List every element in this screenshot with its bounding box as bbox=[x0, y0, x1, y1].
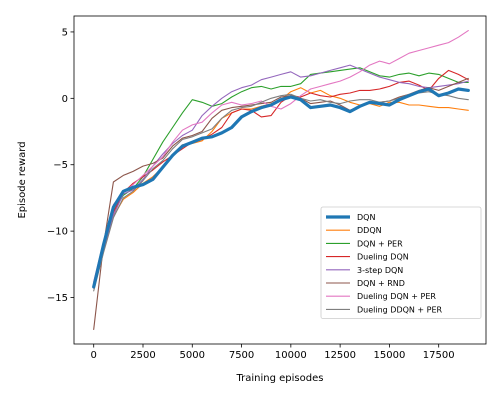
x-tick-label: 0 bbox=[91, 350, 97, 361]
axes-frame bbox=[73, 15, 487, 345]
x-tick-label: 2500 bbox=[130, 350, 155, 361]
y-axis-label: Episode reward bbox=[17, 141, 28, 218]
x-tick-label: 15000 bbox=[374, 350, 406, 361]
legend-label: Dueling DQN + PER bbox=[357, 292, 436, 301]
series-layer bbox=[92, 30, 470, 330]
x-axis-label: Training episodes bbox=[236, 373, 324, 384]
legend-box bbox=[320, 206, 482, 319]
legend-label: Dueling DDQN + PER bbox=[357, 305, 443, 314]
x-tick-label: 10000 bbox=[275, 350, 307, 361]
x-axis-ticks: 0 2500 5000 7500 10000 12500 15000 17500 bbox=[91, 344, 455, 361]
legend-label: Dueling DQN bbox=[357, 253, 409, 262]
series-line-dqn-per bbox=[93, 67, 469, 287]
y-tick-label: 0 bbox=[62, 94, 68, 105]
legend-label: 3-step DQN bbox=[357, 266, 403, 275]
y-tick-label: −5 bbox=[53, 160, 68, 171]
legend: DQN DDQN DQN + PER Dueling DQN 3-step DQN DQN… bbox=[320, 206, 482, 319]
series-line-dueling-dqn-per bbox=[93, 30, 469, 283]
y-tick-label: −10 bbox=[47, 227, 68, 238]
series-line-dueling-dqn bbox=[93, 69, 469, 289]
x-tick-label: 12500 bbox=[324, 350, 356, 361]
y-tick-label: −15 bbox=[47, 293, 68, 304]
legend-label: DQN + RND bbox=[357, 279, 405, 288]
y-axis-ticks: −15 −10 −5 0 5 bbox=[47, 27, 74, 304]
legend-label: DQN bbox=[357, 213, 375, 222]
x-tick-label: 17500 bbox=[423, 350, 455, 361]
series-line-dqn bbox=[92, 87, 470, 289]
legend-label: DDQN bbox=[357, 226, 382, 235]
legend-label: DQN + PER bbox=[357, 239, 403, 248]
x-tick-label: 5000 bbox=[180, 350, 205, 361]
x-tick-label: 7500 bbox=[229, 350, 254, 361]
y-tick-label: 5 bbox=[62, 27, 68, 38]
